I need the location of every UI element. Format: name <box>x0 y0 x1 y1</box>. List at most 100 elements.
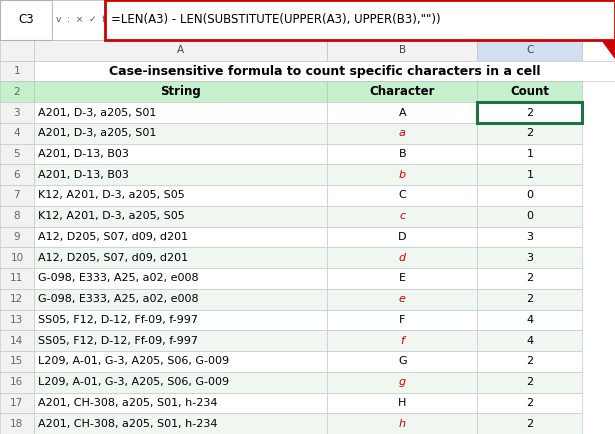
Text: Count: Count <box>510 85 549 98</box>
Polygon shape <box>601 40 615 59</box>
Bar <box>477 413 582 434</box>
Bar <box>0 372 34 392</box>
Bar <box>327 309 477 330</box>
Bar <box>477 268 582 289</box>
Bar <box>477 144 582 164</box>
Text: F: F <box>399 315 405 325</box>
Bar <box>327 227 477 247</box>
Text: A201, D-3, a205, S01: A201, D-3, a205, S01 <box>38 108 156 118</box>
Bar <box>34 227 327 247</box>
Text: 2: 2 <box>526 377 533 387</box>
Bar <box>327 185 477 206</box>
Bar <box>0 268 34 289</box>
Text: A12, D205, S07, d09, d201: A12, D205, S07, d09, d201 <box>38 232 188 242</box>
Bar <box>0 164 34 185</box>
Text: 2: 2 <box>526 356 533 366</box>
Text: 4: 4 <box>14 128 20 138</box>
Text: Character: Character <box>370 85 435 98</box>
Text: C: C <box>526 45 534 55</box>
Text: 0: 0 <box>526 191 533 201</box>
Text: A: A <box>399 108 406 118</box>
Text: 3: 3 <box>14 108 20 118</box>
Text: C3: C3 <box>18 13 34 26</box>
Bar <box>477 289 582 309</box>
Bar <box>0 102 34 123</box>
Bar <box>477 123 582 144</box>
Text: 11: 11 <box>10 273 23 283</box>
Text: f: f <box>400 335 404 345</box>
Text: =LEN(A3) - LEN(SUBSTITUTE(UPPER(A3), UPPER(B3),"")): =LEN(A3) - LEN(SUBSTITUTE(UPPER(A3), UPP… <box>111 13 440 26</box>
Bar <box>34 309 327 330</box>
Text: A12, D205, S07, d09, d201: A12, D205, S07, d09, d201 <box>38 253 188 263</box>
Bar <box>477 247 582 268</box>
Bar <box>327 351 477 372</box>
Bar <box>477 392 582 413</box>
Text: 1: 1 <box>14 66 20 76</box>
Text: A: A <box>177 45 184 55</box>
Text: 8: 8 <box>14 211 20 221</box>
Bar <box>0 144 34 164</box>
Text: K12, A201, D-3, a205, S05: K12, A201, D-3, a205, S05 <box>38 211 185 221</box>
Text: L209, A-01, G-3, A205, S06, G-009: L209, A-01, G-3, A205, S06, G-009 <box>38 356 229 366</box>
Bar <box>477 102 582 123</box>
Bar <box>327 372 477 392</box>
Bar <box>327 330 477 351</box>
Text: 4: 4 <box>526 335 533 345</box>
Bar <box>0 289 34 309</box>
Bar <box>477 227 582 247</box>
Bar <box>34 82 327 102</box>
Bar <box>0 82 34 102</box>
Bar <box>34 123 327 144</box>
Text: G: G <box>398 356 407 366</box>
Text: v  :  ×  ✓  fx: v : × ✓ fx <box>56 16 111 24</box>
Text: 10: 10 <box>10 253 23 263</box>
Bar <box>477 206 582 227</box>
Text: 18: 18 <box>10 419 23 429</box>
Text: B: B <box>399 149 406 159</box>
Bar <box>327 268 477 289</box>
Bar <box>477 40 582 61</box>
Text: 6: 6 <box>14 170 20 180</box>
Bar <box>34 144 327 164</box>
Bar <box>327 102 477 123</box>
Bar <box>477 82 582 102</box>
Text: b: b <box>399 170 406 180</box>
Bar <box>477 164 582 185</box>
Text: Case-insensitive formula to count specific characters in a cell: Case-insensitive formula to count specif… <box>109 65 540 78</box>
Text: 2: 2 <box>526 108 533 118</box>
Text: A201, D-13, B03: A201, D-13, B03 <box>38 170 129 180</box>
Bar <box>34 268 327 289</box>
Bar <box>105 0 615 40</box>
Text: 2: 2 <box>14 87 20 97</box>
Bar <box>34 351 327 372</box>
Text: L209, A-01, G-3, A205, S06, G-009: L209, A-01, G-3, A205, S06, G-009 <box>38 377 229 387</box>
Text: A201, CH-308, a205, S01, h-234: A201, CH-308, a205, S01, h-234 <box>38 398 218 408</box>
Bar <box>34 330 327 351</box>
Bar <box>34 40 327 61</box>
Text: A201, D-13, B03: A201, D-13, B03 <box>38 149 129 159</box>
Bar <box>34 185 327 206</box>
Bar <box>327 247 477 268</box>
Text: 2: 2 <box>526 294 533 304</box>
Text: 0: 0 <box>526 211 533 221</box>
Bar <box>34 61 615 82</box>
Bar <box>34 102 327 123</box>
Text: d: d <box>399 253 406 263</box>
Text: D: D <box>398 232 407 242</box>
Text: E: E <box>399 273 406 283</box>
Text: c: c <box>399 211 405 221</box>
Bar <box>477 309 582 330</box>
Bar <box>34 413 327 434</box>
Text: G-098, E333, A25, a02, e008: G-098, E333, A25, a02, e008 <box>38 273 199 283</box>
Bar <box>34 392 327 413</box>
Text: 3: 3 <box>526 253 533 263</box>
Text: A201, D-3, a205, S01: A201, D-3, a205, S01 <box>38 128 156 138</box>
Bar <box>34 289 327 309</box>
Text: SS05, F12, D-12, Ff-09, f-997: SS05, F12, D-12, Ff-09, f-997 <box>38 335 198 345</box>
Text: 2: 2 <box>526 128 533 138</box>
Text: 7: 7 <box>14 191 20 201</box>
Text: g: g <box>399 377 406 387</box>
Bar <box>477 185 582 206</box>
Text: 1: 1 <box>526 170 533 180</box>
Text: 9: 9 <box>14 232 20 242</box>
